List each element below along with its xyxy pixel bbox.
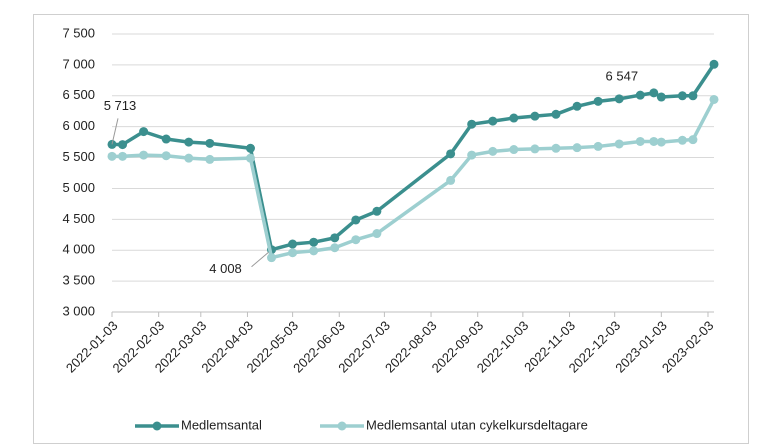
data-point [205,154,215,164]
data-point [139,150,149,160]
y-tick-label: 6 000 [62,118,95,133]
data-point [614,139,624,149]
data-point [118,140,128,150]
y-tick-label: 5 500 [62,149,95,164]
data-point [635,90,645,100]
data-point [184,137,194,147]
data-point [488,146,498,156]
data-point [709,94,719,104]
data-point [649,88,659,98]
data-label: 4 008 [209,261,242,276]
y-tick-label: 3 500 [62,273,95,288]
legend-label: Medlemsantal utan cykelkursdeltagare [366,417,588,432]
data-point [161,134,171,144]
data-point [245,143,255,153]
data-point [551,143,561,153]
data-label: 6 547 [606,68,639,83]
data-point [649,136,659,146]
data-point [509,145,519,155]
data-point [467,150,477,160]
data-point [467,119,477,129]
data-point [118,151,128,161]
data-point [593,141,603,151]
data-point [288,239,298,249]
data-point [245,153,255,163]
data-point [593,96,603,106]
series-line [111,63,716,252]
data-point [205,138,215,148]
y-tick-label: 5 000 [62,180,95,195]
data-point [330,233,340,243]
y-tick-label: 4 000 [62,242,95,257]
data-point [139,127,149,137]
data-point [572,143,582,153]
data-point [530,144,540,154]
y-tick-label: 6 500 [62,87,95,102]
data-point [677,91,687,101]
legend-marker [152,421,162,431]
leader-line [111,118,119,145]
series-line [112,98,716,260]
data-point [184,153,194,163]
data-point [677,135,687,145]
data-label: 5 713 [104,98,137,113]
data-point [572,101,582,111]
data-point [161,151,171,161]
data-point [656,137,666,147]
y-tick-label: 7 500 [62,25,95,40]
chart-frame [33,14,749,444]
y-tick-label: 4 500 [62,211,95,226]
data-point [614,94,624,104]
data-point [530,111,540,121]
data-point [330,243,340,253]
data-point [351,235,361,245]
legend-label: Medlemsantal [181,417,262,432]
data-point [288,248,298,258]
data-point [372,229,382,239]
data-point [446,149,456,159]
data-point [267,253,277,263]
legend-marker [337,421,347,431]
data-point [351,215,361,225]
data-point [107,151,117,161]
data-point [488,116,498,126]
data-point [635,136,645,146]
data-point [372,206,382,216]
data-point [656,92,666,102]
data-point [446,175,456,185]
data-point [551,109,561,119]
data-point [309,246,319,256]
y-tick-label: 7 000 [62,56,95,71]
y-tick-label: 3 000 [62,303,95,318]
data-point [688,135,698,145]
data-point [709,59,719,69]
leader-line [251,249,272,268]
data-point [309,237,319,247]
data-point [688,91,698,101]
data-point [509,113,519,123]
